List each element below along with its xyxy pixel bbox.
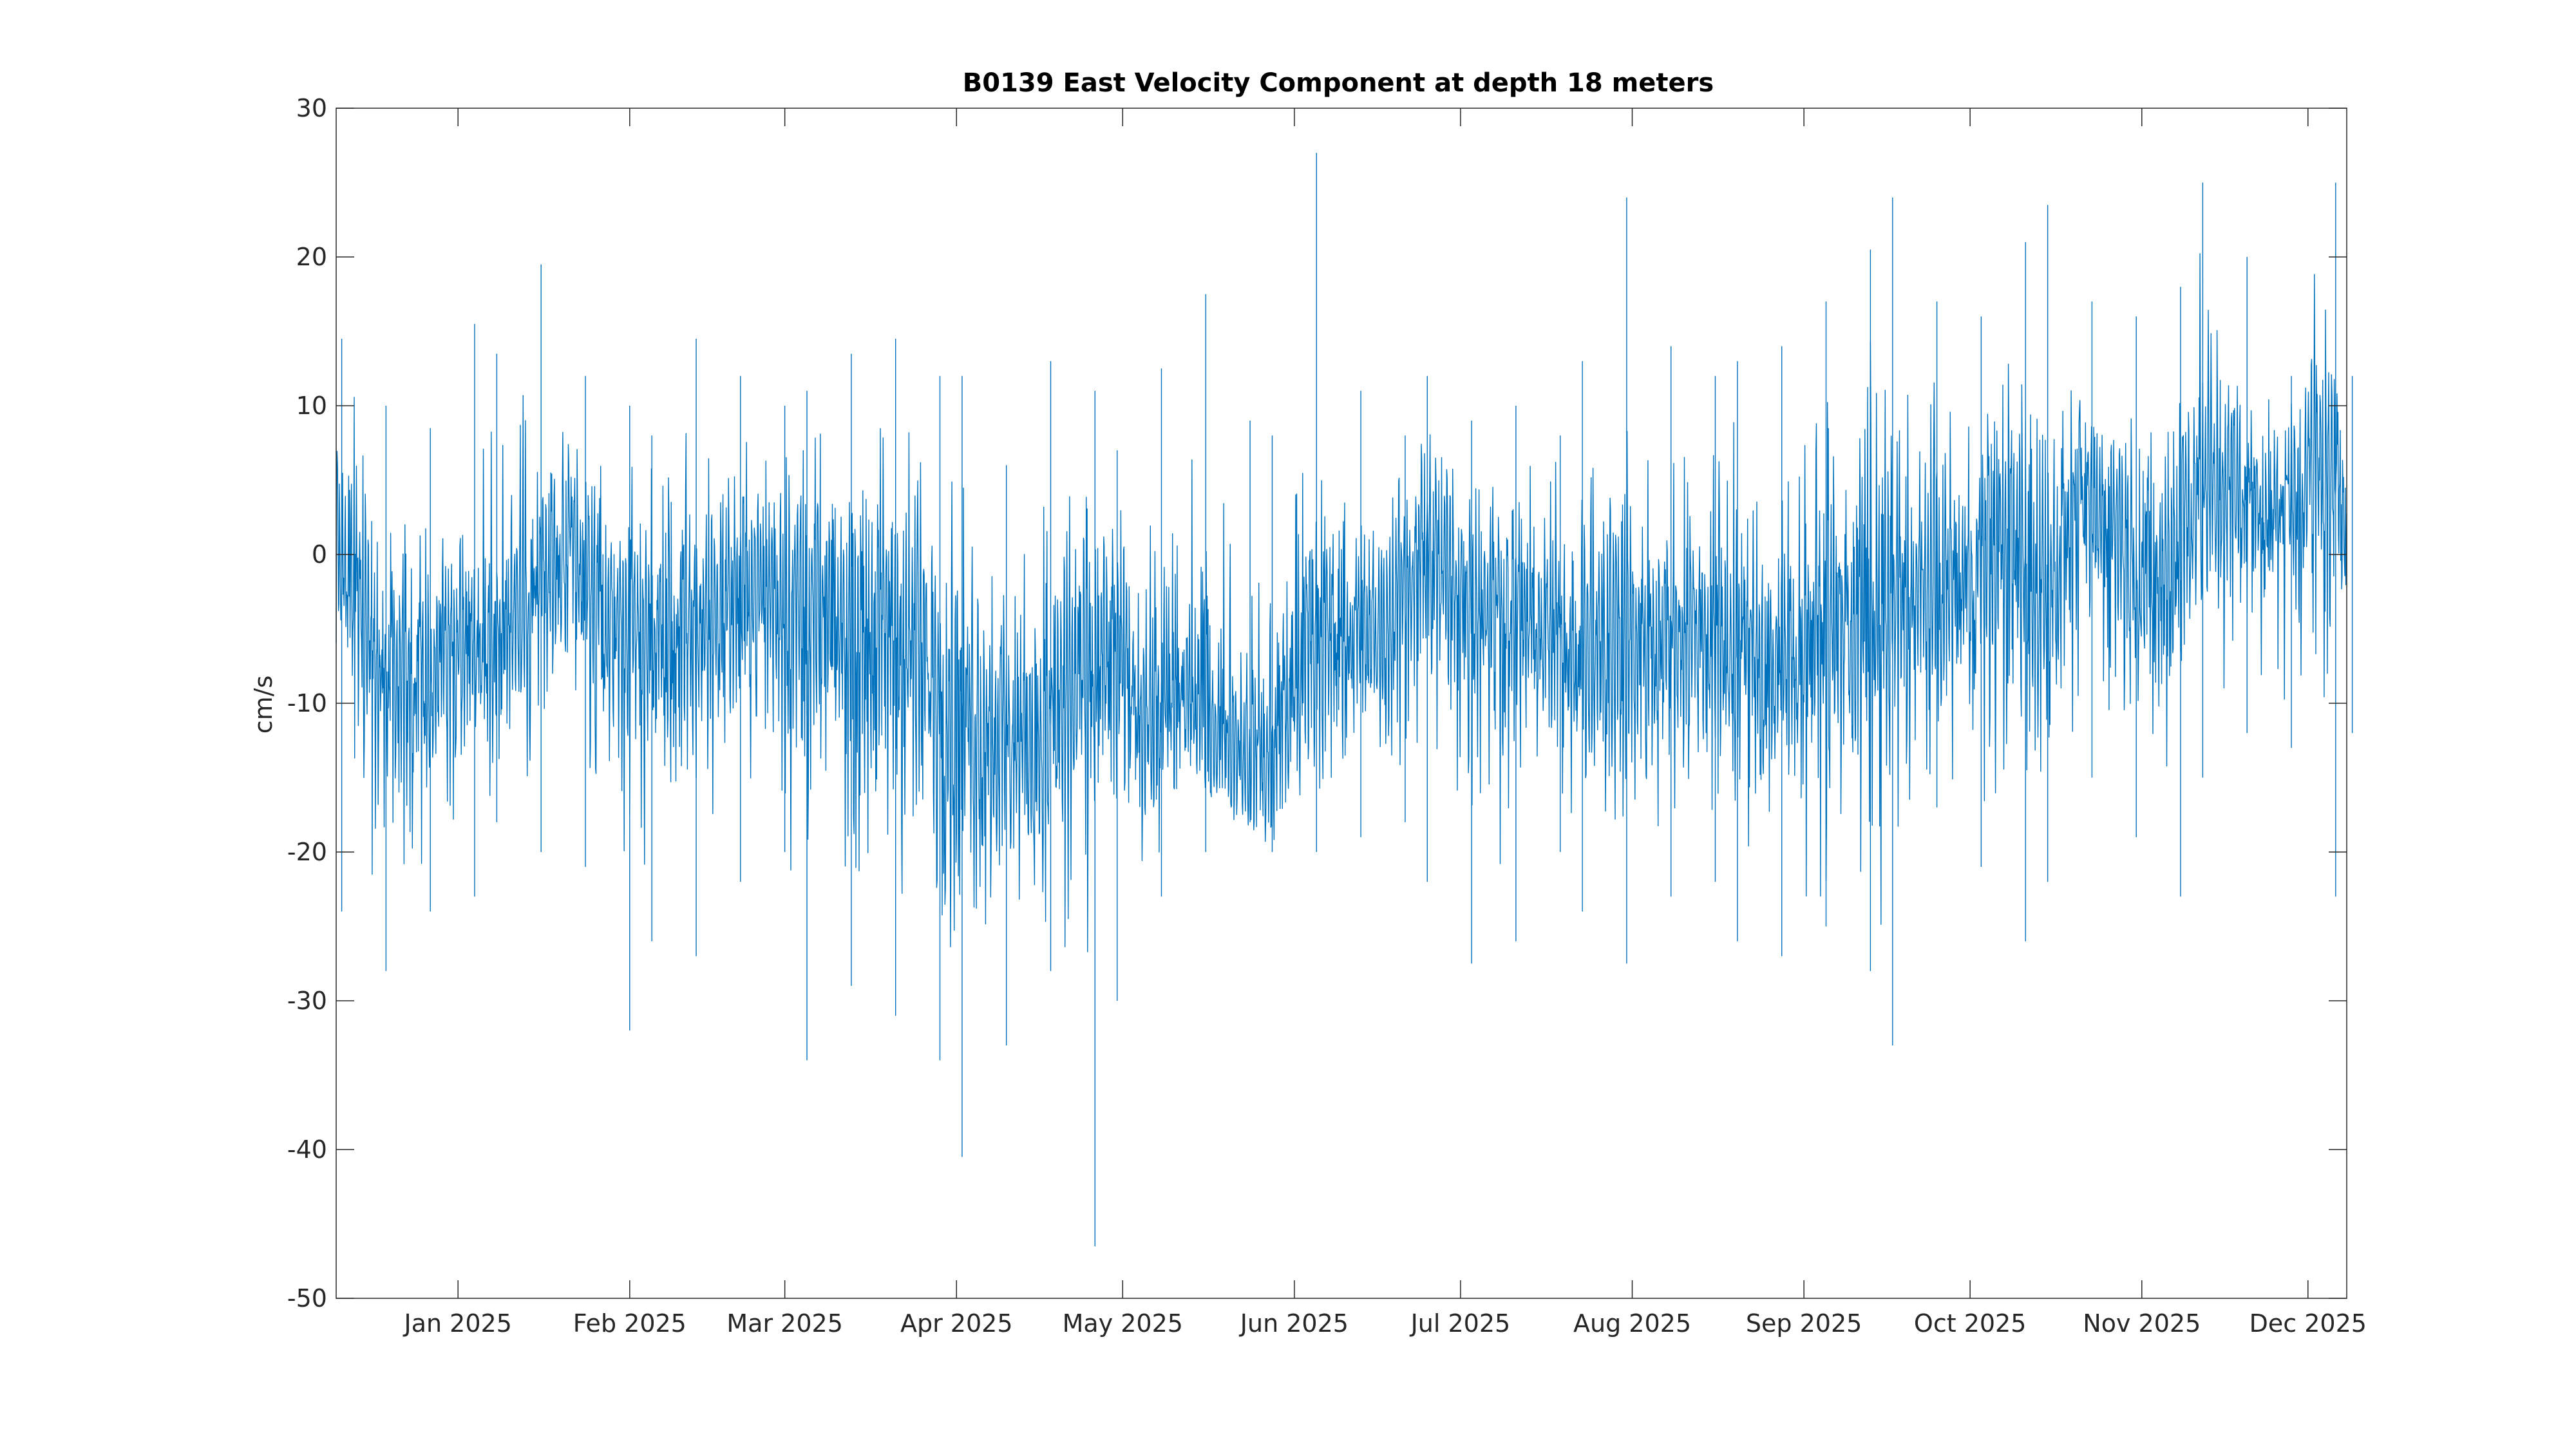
plot-area: -50 -40 -30 -20 -10 0 10 20 30 Jan 2025 Feb 2025 M…	[287, 94, 2367, 1338]
x-tick-label: Jun 2025	[1239, 1309, 1349, 1338]
series-layer	[336, 153, 2353, 1247]
x-tick-label: Oct 2025	[1914, 1309, 2027, 1338]
chart-title: B0139 East Velocity Component at depth 1…	[963, 68, 1714, 98]
x-tick-label: May 2025	[1063, 1309, 1183, 1338]
y-tick-label: -50	[287, 1284, 327, 1312]
y-axis-label: cm/s	[249, 676, 278, 734]
y-tick-label: 10	[296, 392, 327, 420]
series-line	[336, 253, 2347, 952]
y-tick-label: -10	[287, 689, 327, 717]
y-tick-label: -30	[287, 987, 327, 1015]
y-axis: -50 -40 -30 -20 -10 0 10 20 30	[287, 94, 2347, 1312]
x-tick-label: Mar 2025	[726, 1309, 842, 1338]
x-tick-label: Jul 2025	[1410, 1309, 1511, 1338]
axes-frame	[336, 108, 2347, 1299]
x-tick-label: Aug 2025	[1573, 1309, 1691, 1338]
x-tick-label: Feb 2025	[573, 1309, 687, 1338]
x-tick-label: Jan 2025	[403, 1309, 512, 1338]
y-tick-label: 20	[296, 243, 327, 271]
y-tick-label: 30	[296, 94, 327, 122]
y-tick-label: -40	[287, 1135, 327, 1164]
x-tick-label: Sep 2025	[1746, 1309, 1862, 1338]
x-axis: Jan 2025 Feb 2025 Mar 2025 Apr 2025 May 2025…	[403, 108, 2367, 1338]
x-tick-label: Nov 2025	[2083, 1309, 2201, 1338]
x-tick-label: Dec 2025	[2249, 1309, 2367, 1338]
x-tick-label: Apr 2025	[900, 1309, 1013, 1338]
y-tick-label: -20	[287, 838, 327, 866]
y-tick-label: 0	[312, 540, 327, 569]
